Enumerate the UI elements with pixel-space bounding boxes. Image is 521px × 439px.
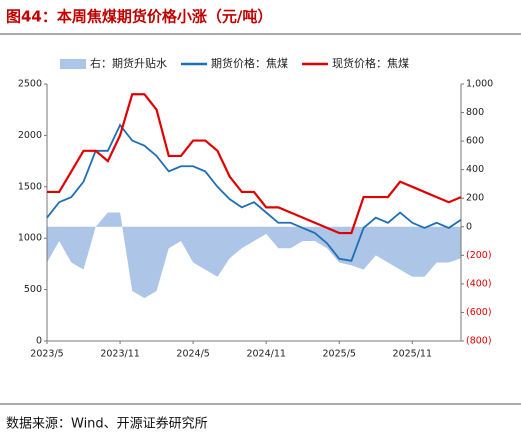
y2-tick-label: 800 bbox=[466, 107, 484, 118]
y2-tick-label: 1,000 bbox=[466, 79, 493, 90]
legend-label: 现货价格：焦煤 bbox=[332, 56, 409, 70]
basis-area bbox=[47, 212, 461, 299]
y-tick-label: 500 bbox=[24, 284, 42, 295]
x-tick-label: 2025/5 bbox=[323, 349, 356, 360]
y2-tick-label: (400) bbox=[466, 278, 492, 289]
x-tick-label: 2025/11 bbox=[393, 349, 432, 360]
price-line bbox=[46, 123, 462, 262]
y-tick-label: 1000 bbox=[18, 233, 42, 244]
y-tick-label: 2500 bbox=[18, 79, 42, 90]
y-tick-label: 1500 bbox=[18, 181, 42, 192]
x-tick-label: 2023/5 bbox=[30, 349, 63, 360]
y2-tick-label: (600) bbox=[466, 307, 492, 318]
y-tick-label: 2000 bbox=[18, 130, 42, 141]
y2-tick-label: 400 bbox=[466, 164, 484, 175]
y-tick-label: 0 bbox=[36, 336, 42, 347]
y2-tick-label: (800) bbox=[466, 336, 492, 347]
y2-tick-label: 0 bbox=[466, 221, 472, 232]
y2-tick-label: 200 bbox=[466, 193, 484, 204]
source-note: 数据来源：Wind、开源证券研究所 bbox=[6, 416, 208, 432]
chart-title: 图44：本周焦煤期货价格小涨（元/吨） bbox=[6, 8, 272, 26]
legend-label: 期货价格：焦煤 bbox=[211, 56, 288, 70]
y2-tick-label: (200) bbox=[466, 250, 492, 261]
plot-area bbox=[47, 212, 461, 299]
legend-swatch bbox=[60, 59, 86, 69]
price-line bbox=[47, 93, 462, 235]
x-tick-label: 2023/11 bbox=[100, 349, 139, 360]
y2-tick-label: 600 bbox=[466, 136, 484, 147]
x-tick-label: 2024/5 bbox=[176, 349, 209, 360]
x-tick-label: 2024/11 bbox=[246, 349, 285, 360]
legend-label: 右：期货升贴水 bbox=[90, 56, 167, 70]
